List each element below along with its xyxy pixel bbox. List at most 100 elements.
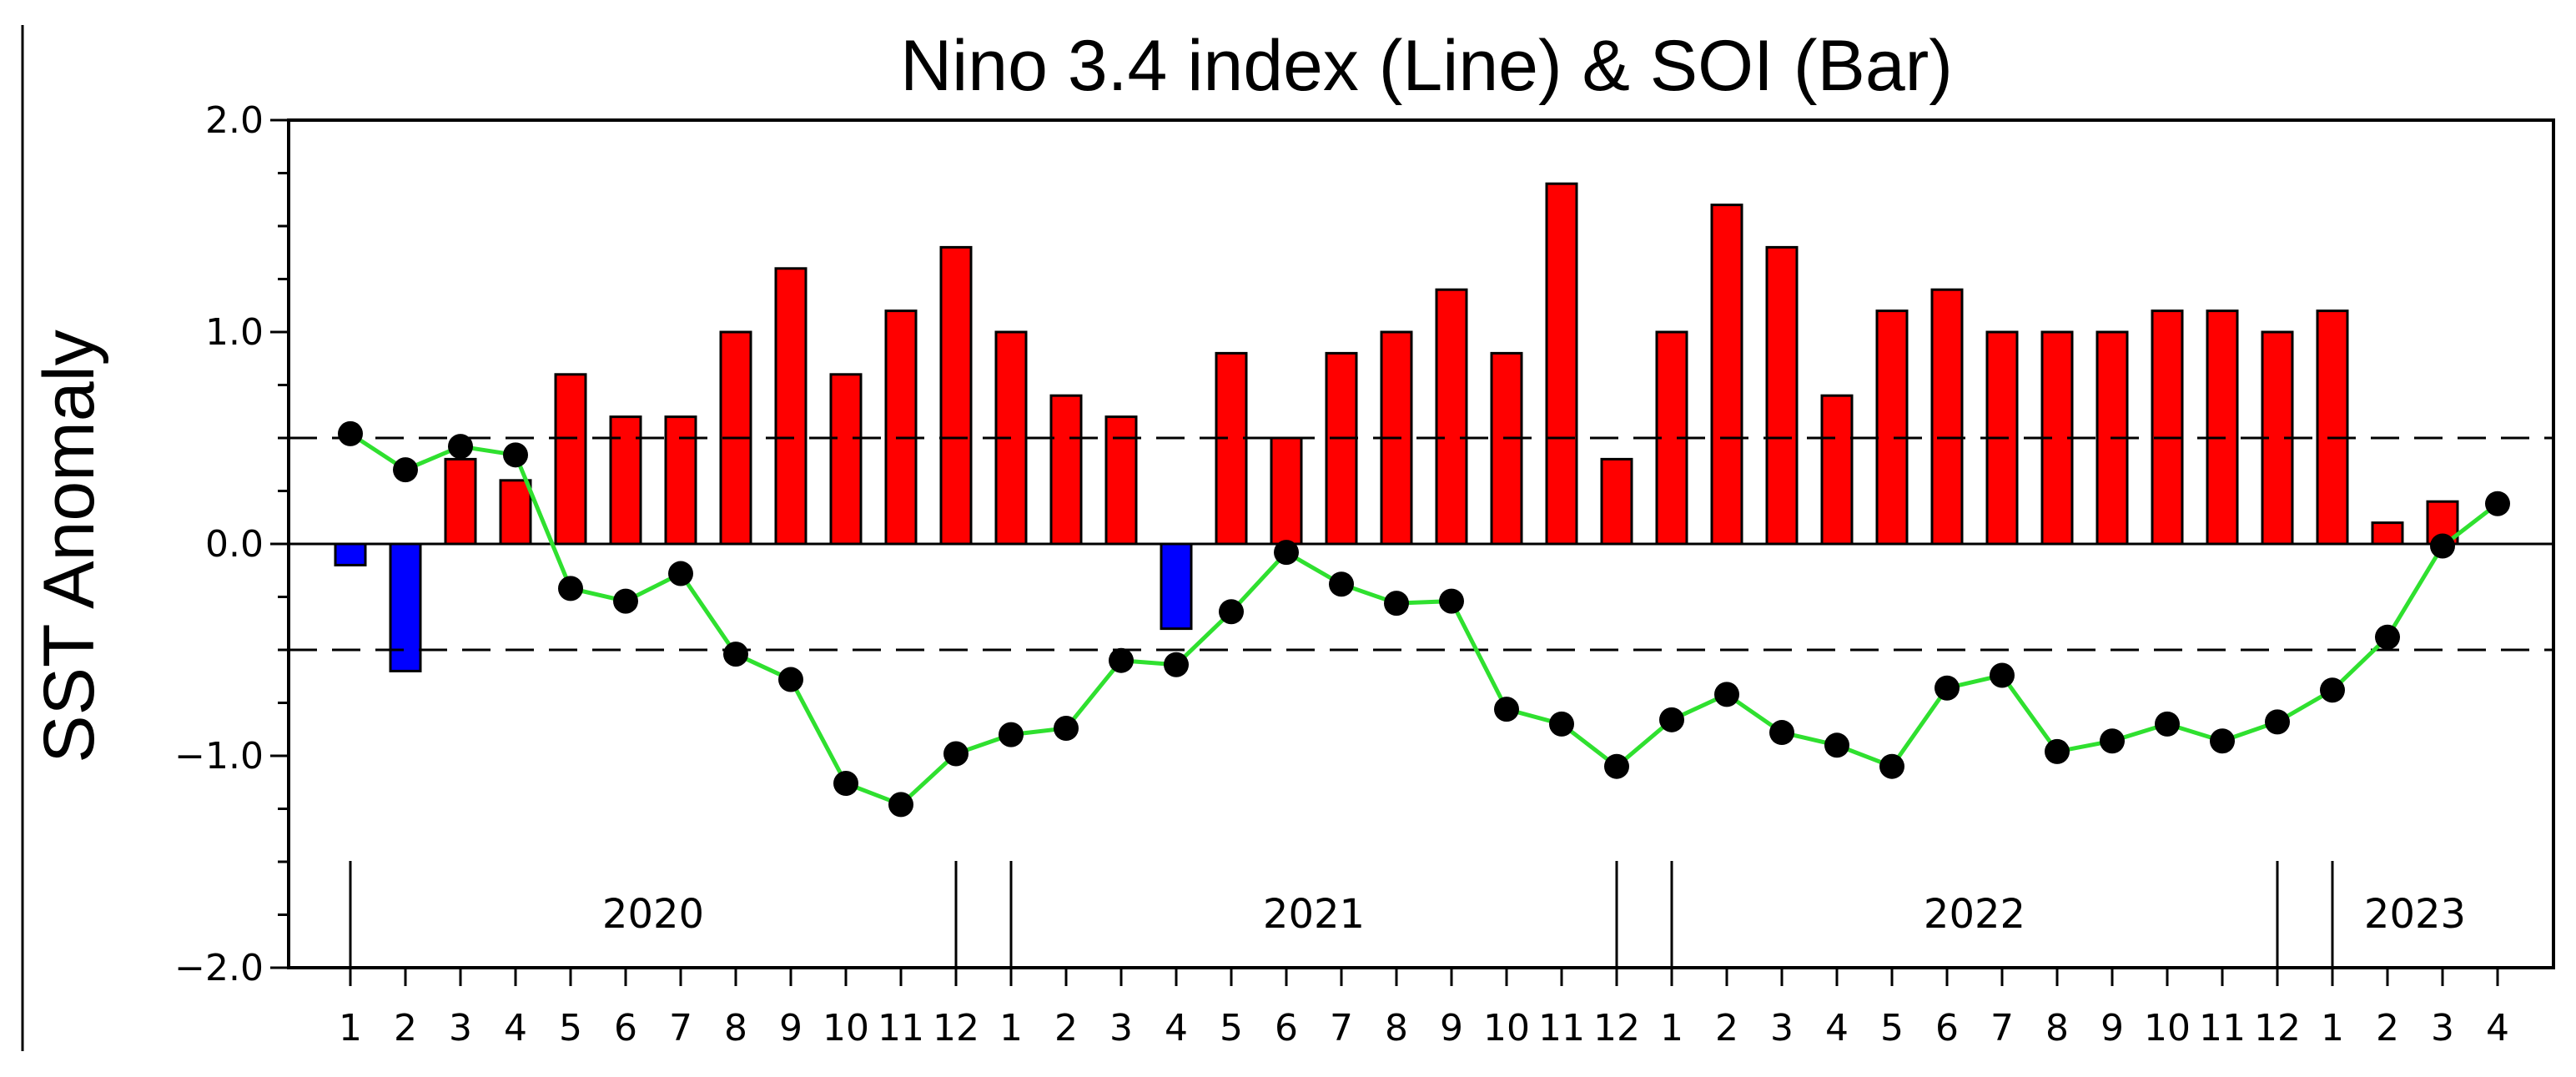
soi-bar	[774, 267, 808, 546]
soi-bar	[1160, 542, 1193, 631]
soi-bar	[1325, 351, 1358, 546]
nino34-point	[2210, 728, 2235, 754]
soi-bar	[829, 373, 863, 546]
nino34-point	[2375, 624, 2400, 650]
nino34-point	[1824, 732, 1849, 758]
x-tick-label: 11	[2199, 1007, 2246, 1049]
nino34-point	[1054, 715, 1079, 741]
soi-bar	[2151, 310, 2184, 546]
x-tick-label: 3	[449, 1007, 472, 1049]
x-tick-label: 3	[1770, 1007, 1794, 1049]
soi-bar	[444, 457, 477, 546]
nino34-point	[888, 792, 913, 818]
nino34-point	[1990, 662, 2015, 688]
year-label: 2022	[1924, 891, 2025, 938]
x-tick-label: 10	[823, 1007, 869, 1049]
soi-bar	[1490, 351, 1523, 546]
x-tick-label: 1	[1660, 1007, 1683, 1049]
soi-bar	[554, 373, 587, 546]
x-tick-label: 2	[1054, 1007, 1078, 1049]
nino34-point	[778, 667, 803, 692]
x-tick-label: 9	[2101, 1007, 2124, 1049]
soi-bar	[609, 415, 642, 546]
soi-bar	[389, 542, 422, 672]
soi-bar	[499, 479, 532, 546]
soi-bar	[1930, 288, 1964, 546]
soi-bar	[1049, 394, 1083, 546]
soi-bar	[334, 542, 367, 566]
x-tick-label: 4	[1165, 1007, 1188, 1049]
x-tick-label: 7	[1330, 1007, 1353, 1049]
nino34-point	[1274, 540, 1299, 566]
chart-title: Nino 3.4 index (Line) & SOI (Bar)	[900, 26, 1953, 106]
x-tick-label: 9	[779, 1007, 802, 1049]
x-tick-label: 12	[2254, 1007, 2301, 1049]
nino34-point	[448, 434, 473, 460]
x-tick-label: 5	[1880, 1007, 1904, 1049]
x-tick-label: 1	[999, 1007, 1023, 1049]
nino34-point	[1549, 711, 1574, 737]
nino34-point	[1109, 647, 1134, 673]
nino34-point	[2485, 491, 2510, 516]
x-tick-label: 8	[2045, 1007, 2069, 1049]
year-label: 2020	[602, 891, 704, 938]
nino34-line	[349, 431, 2499, 808]
soi-bar	[1765, 245, 1799, 546]
nino34-point	[2430, 533, 2455, 559]
x-tick-label: 4	[504, 1007, 527, 1049]
x-tick-label: 4	[2486, 1007, 2509, 1049]
y-tick-label: 2.0	[205, 99, 264, 142]
soi-bar	[1270, 436, 1303, 546]
nino34-point	[1329, 571, 1354, 597]
year-label: 2021	[1263, 891, 1365, 938]
y-axis-label: SST Anomaly	[29, 330, 109, 762]
nino34-point	[1714, 682, 1739, 707]
soi-bar	[1600, 457, 1633, 546]
x-tick-label: 2	[394, 1007, 417, 1049]
x-tick-label: 7	[1990, 1007, 2014, 1049]
soi-bar	[2206, 310, 2239, 546]
plot-area: 2.01.00.0−1.0−2.01 2 3 4 5 6 7 8 9 10 11 12 1 2 3 4 5 6 7 8…	[174, 99, 2555, 1049]
soi-bar	[2316, 310, 2349, 546]
nino34-point	[2155, 711, 2180, 737]
nino34-point	[2265, 709, 2290, 735]
nino34-point	[2045, 738, 2070, 764]
nino34-point	[613, 588, 638, 614]
x-tick-label: 12	[1593, 1007, 1640, 1049]
nino34-point	[1769, 720, 1794, 746]
nino34-point	[338, 420, 363, 446]
x-tick-label: 5	[1220, 1007, 1243, 1049]
soi-bar	[939, 245, 973, 546]
soi-bar	[1104, 415, 1138, 546]
nino34-point	[1935, 675, 1960, 701]
nino34-point	[1494, 697, 1519, 722]
x-tick-label: 11	[1538, 1007, 1585, 1049]
nino34-point	[1164, 652, 1189, 677]
y-tick-label: −1.0	[174, 735, 264, 778]
nino34-point	[1384, 591, 1409, 617]
nino34-point	[833, 771, 858, 797]
y-tick-label: 0.0	[205, 523, 264, 566]
soi-bar	[884, 310, 918, 546]
soi-bar	[1820, 394, 1854, 546]
nino34-point	[558, 576, 583, 601]
x-tick-label: 12	[933, 1007, 979, 1049]
x-tick-label: 6	[1275, 1007, 1298, 1049]
nino34-point	[393, 457, 418, 483]
nino34-point	[668, 561, 693, 586]
x-tick-label: 1	[2321, 1007, 2344, 1049]
nino34-point	[943, 741, 969, 767]
x-tick-label: 11	[878, 1007, 924, 1049]
nino34-point	[1219, 599, 1244, 625]
x-tick-label: 4	[1825, 1007, 1849, 1049]
x-tick-label: 5	[559, 1007, 582, 1049]
nino34-point	[999, 722, 1024, 747]
year-label: 2023	[2364, 891, 2466, 938]
x-tick-label: 6	[1935, 1007, 1959, 1049]
nino34-point	[2100, 728, 2125, 754]
nino34-point	[1659, 707, 1684, 732]
x-tick-label: 2	[2376, 1007, 2399, 1049]
soi-bar	[1875, 310, 1909, 546]
soi-bar	[1545, 182, 1578, 546]
